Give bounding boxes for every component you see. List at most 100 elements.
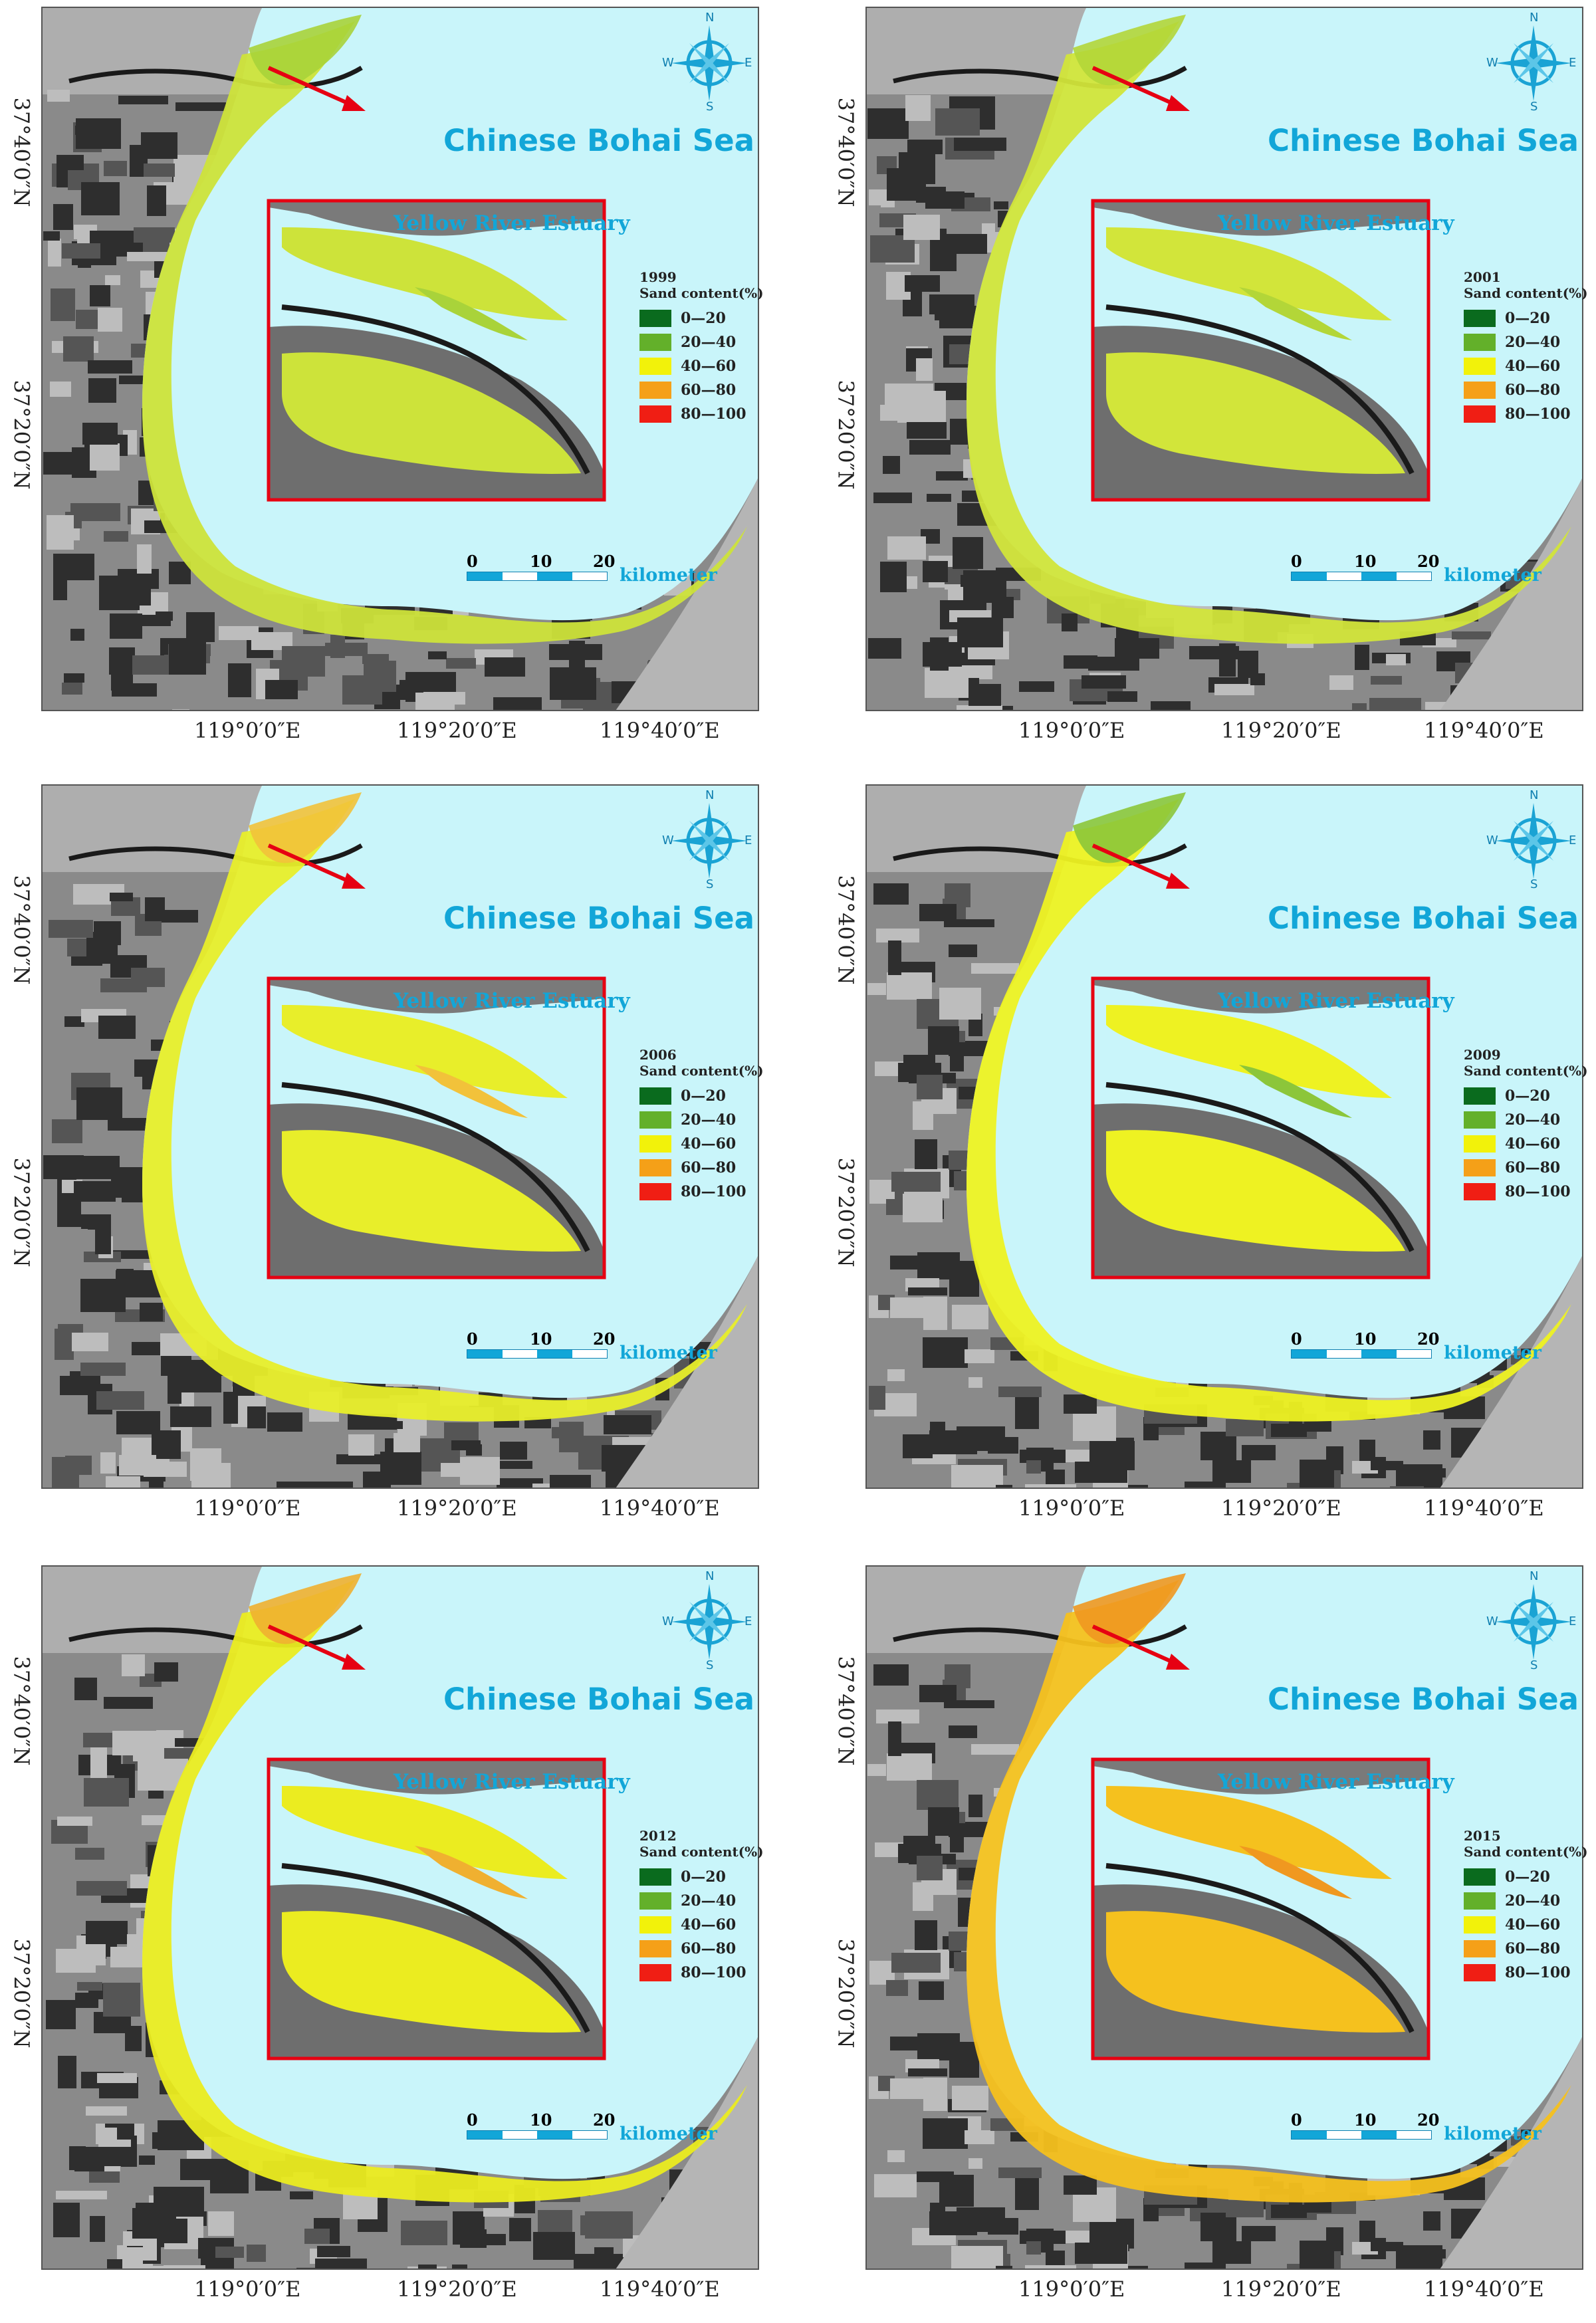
inset-frame: [267, 976, 606, 1279]
farmland-block: [953, 537, 983, 569]
farmland-block: [949, 1725, 977, 1738]
farmland-block: [594, 2247, 614, 2259]
farmland-block: [1185, 2263, 1226, 2268]
farmland-block: [1396, 2245, 1442, 2268]
longitude-label: 119°40′0″E: [1424, 2276, 1544, 2302]
farmland-block: [998, 1386, 1042, 1397]
farmland-block: [52, 1457, 79, 1488]
pointer-arrow-head: [1166, 873, 1190, 889]
farmland-block: [917, 1075, 943, 1099]
farmland-block: [929, 294, 974, 314]
compass-north: N: [1530, 11, 1539, 25]
farmland-block: [887, 536, 926, 560]
farmland-block: [119, 1455, 156, 1476]
farmland-block: [110, 893, 133, 901]
inset-frame: [1091, 199, 1430, 502]
compass-rose-icon: N S E W: [1484, 788, 1583, 891]
farmland-block: [952, 2086, 988, 2110]
farmland-block: [1119, 1441, 1135, 1470]
farmland-block: [168, 1372, 181, 1404]
legend-label: 0—20: [1505, 1868, 1550, 1886]
estuary-inset: [1093, 978, 1428, 1277]
sea-label: Chinese Bohai Sea: [443, 901, 755, 936]
legend-swatch: [1464, 1964, 1496, 1981]
sand-content-coverage: [1073, 792, 1186, 863]
farmland-block: [132, 1342, 170, 1355]
legend-swatch: [1464, 1135, 1496, 1153]
legend-swatch: [1464, 1183, 1496, 1200]
legend-item: 60—80: [1464, 1156, 1588, 1180]
legend-label: 20—40: [681, 1892, 737, 1910]
legend-item: 60—80: [639, 1156, 764, 1180]
map-image: [865, 7, 1583, 711]
farmland-block: [88, 378, 116, 403]
farmland-block: [330, 635, 345, 658]
legend-year: 2009: [1464, 1047, 1501, 1063]
longitude-label: 119°20′0″E: [1221, 2276, 1341, 2302]
legend-item: 80—100: [1464, 1180, 1588, 1204]
farmland-block: [191, 1463, 231, 1488]
farmland-block: [96, 1391, 144, 1410]
sand-content-coverage: [1073, 15, 1186, 86]
farmland-block: [969, 684, 1001, 706]
latitude-label: 37°40′0″N: [9, 875, 35, 985]
pointer-arrow: [1091, 843, 1181, 886]
farmland-block: [56, 2191, 107, 2199]
farmland-block: [72, 1333, 108, 1351]
legend-swatch: [1464, 1868, 1496, 1886]
farmland-block: [99, 576, 140, 610]
pointer-arrow-head: [342, 1654, 366, 1670]
inset-sand-patch: [282, 352, 581, 474]
legend-item: 80—100: [1464, 402, 1588, 426]
farmland-block: [994, 201, 1008, 209]
farmland-block: [172, 709, 189, 710]
farmland-block: [907, 422, 947, 439]
legend-sand-content: 2006 Sand content(%) 0—20 20—40 40—60 60—80 80…: [639, 1047, 764, 1204]
farmland-block: [290, 2191, 313, 2199]
farmland-block: [401, 2221, 447, 2245]
farmland-block: [127, 252, 173, 261]
farmland-block: [90, 443, 120, 471]
farmland-block: [152, 1430, 181, 1459]
map-panel-2015: 37°40′0″N 37°20′0″N N S E W Chinese Bohai Sea Y…: [824, 1559, 1595, 2323]
sea-label: Chinese Bohai Sea: [443, 1682, 755, 1717]
legend-item: 60—80: [1464, 1937, 1588, 1961]
farmland-block: [890, 1297, 937, 1318]
farmland-block: [935, 2121, 965, 2149]
legend-label: 0—20: [681, 1868, 726, 1886]
legend-swatch: [639, 1183, 671, 1200]
legend-item: 60—80: [639, 378, 764, 402]
farmland-block: [867, 108, 909, 139]
land-area: [616, 478, 758, 710]
compass-rose-icon: N S E W: [659, 11, 759, 114]
farmland-block: [1015, 1397, 1039, 1429]
farmland-block: [951, 1465, 1003, 1488]
scale-ticks: 0 10 20: [467, 2110, 615, 2130]
scale-tick-label: 20: [593, 2110, 616, 2130]
compass-south: S: [1530, 877, 1538, 891]
farmland-block: [277, 1482, 327, 1488]
farmland-block: [452, 2265, 467, 2268]
scale-ticks: 0 10 20: [1291, 552, 1439, 572]
legend-swatch: [639, 1868, 671, 1886]
scale-bar: 0 10 20 kilometer: [467, 552, 717, 586]
inset-sand-patch: [1106, 1911, 1405, 2033]
land-area: [1440, 478, 1582, 710]
legend-swatch: [639, 334, 671, 351]
latitude-label: 37°40′0″N: [9, 1656, 35, 1766]
farmland-block: [927, 494, 951, 502]
legend-item: 80—100: [639, 1180, 764, 1204]
farmland-block: [873, 493, 912, 503]
scale-bar-graphic: [1291, 572, 1432, 581]
legend-label: 40—60: [1505, 1135, 1561, 1153]
legend-year: 2006: [639, 1047, 677, 1063]
farmland-block: [916, 358, 933, 381]
farmland-block: [937, 234, 987, 254]
farmland-block: [87, 1089, 120, 1101]
farmland-block: [867, 1764, 886, 1776]
pointer-arrow-head: [342, 873, 366, 889]
estuary-label: Yellow River Estuary: [394, 1770, 630, 1794]
compass-south: S: [1530, 1658, 1538, 1672]
farmland-block: [53, 2203, 80, 2237]
farmland-block: [82, 2147, 132, 2166]
